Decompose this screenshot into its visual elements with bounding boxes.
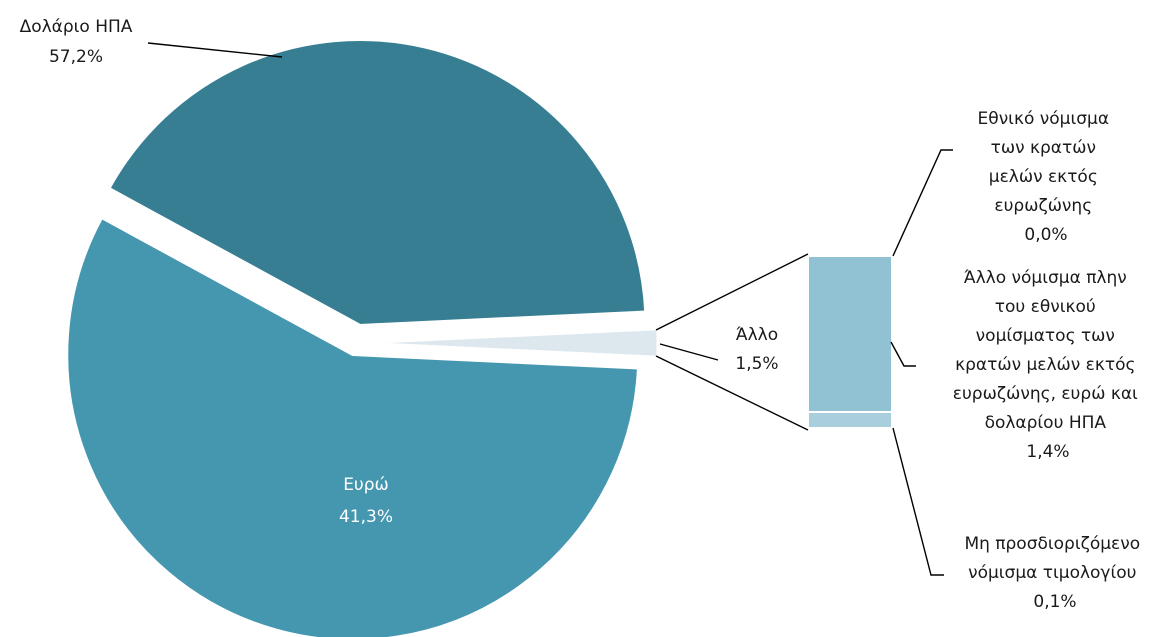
leader-line-other bbox=[659, 343, 719, 361]
bar-segment-other-currency bbox=[807, 255, 893, 413]
slice-value-usd: 57,2% bbox=[49, 47, 103, 67]
slice-value-other: 1,5% bbox=[735, 354, 778, 374]
breakdown-bar bbox=[807, 255, 893, 429]
slice-value-eur: 41,3% bbox=[339, 507, 393, 527]
pie-slices bbox=[65, 37, 660, 637]
breakdown-label-other-currency: Άλλο νόμισμα πλην του εθνικού νομίσματος… bbox=[953, 268, 1143, 462]
breakdown-label-national: Εθνικό νόμισμα των κρατών μελών εκτός ευ… bbox=[978, 109, 1115, 245]
leader-line-unspecified bbox=[892, 427, 944, 576]
slice-label-eur: Ευρώ bbox=[343, 475, 389, 495]
slice-eur bbox=[106, 37, 648, 327]
connector-line-bottom bbox=[655, 355, 809, 431]
slice-label-other: Άλλο bbox=[736, 325, 778, 345]
leader-line-usd bbox=[147, 42, 283, 58]
connector-line-top bbox=[655, 253, 809, 331]
leader-line-other-currency bbox=[890, 341, 916, 367]
slice-label-usd: Δολάριο ΗΠΑ bbox=[20, 17, 133, 37]
breakdown-label-unspecified: Μη προσδιοριζόμενο νόμισμα τιμολογίου 0,… bbox=[964, 534, 1145, 612]
bar-segment-unspecified bbox=[807, 411, 893, 429]
slice-usd bbox=[65, 215, 641, 637]
leader-line-national bbox=[892, 149, 953, 257]
